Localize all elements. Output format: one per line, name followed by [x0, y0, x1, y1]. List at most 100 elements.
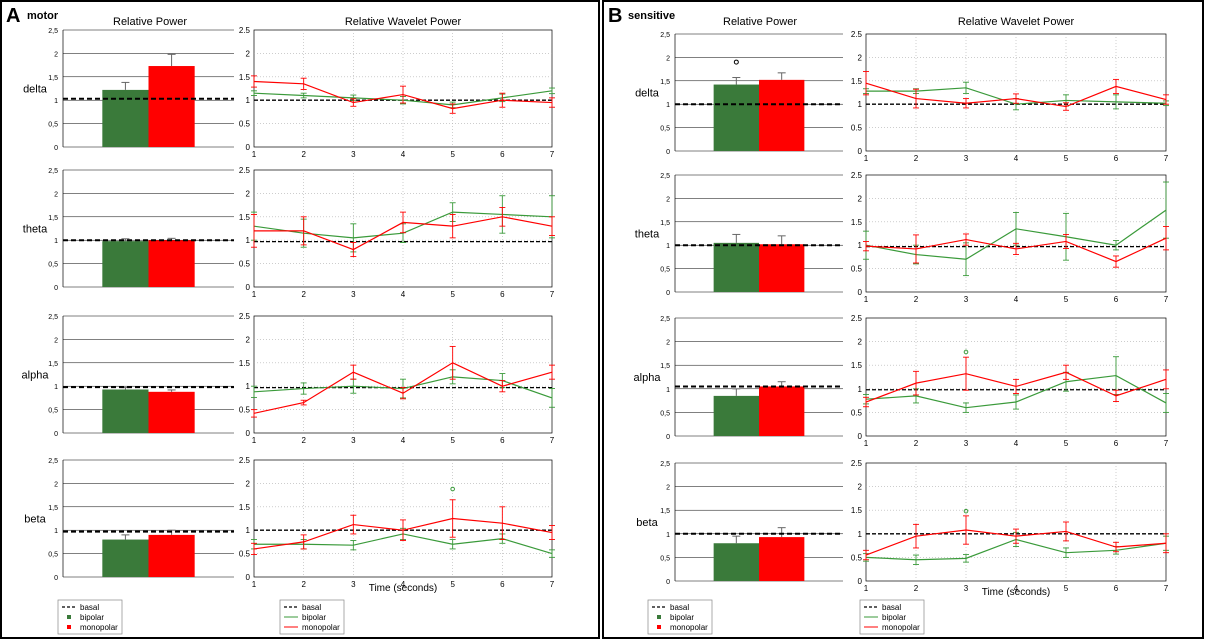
y-tick-label: 1,5	[660, 79, 670, 86]
legend-bipolar-label: bipolar	[670, 613, 694, 622]
x-tick-label: 7	[1164, 154, 1169, 163]
y-tick-label: 1,5	[48, 215, 58, 222]
panel-a-frame	[0, 0, 600, 639]
y-tick-label: 0	[858, 432, 863, 441]
bar-monopolar	[759, 386, 805, 436]
plot-frame	[865, 317, 1167, 437]
y-tick-label: 0,5	[660, 267, 670, 274]
panel-b-line-legend: basal bipolar monopolar	[859, 599, 925, 635]
y-tick-label: 0	[246, 283, 251, 292]
y-tick-label: 0,5	[660, 555, 670, 562]
outlier-marker	[733, 59, 739, 65]
x-tick-label: 4	[1014, 154, 1019, 163]
y-tick-label: 2,5	[48, 168, 58, 175]
x-tick-label: 5	[450, 150, 455, 159]
y-tick-label: 0	[246, 573, 251, 582]
y-tick-label: 1.5	[851, 77, 863, 86]
panel-a-line-legend: basal bipolar monopolar	[279, 599, 345, 635]
y-tick-label: 1	[54, 238, 58, 245]
legend-bipolar-label: bipolar	[302, 613, 326, 622]
x-tick-label: 1	[252, 290, 257, 299]
y-tick-label: 1	[666, 387, 670, 394]
x-tick-label: 3	[351, 150, 356, 159]
y-tick-label: 1.5	[239, 213, 251, 222]
y-tick-label: 1.5	[239, 503, 251, 512]
bar-monopolar	[148, 534, 195, 577]
bar-bipolar	[713, 242, 759, 292]
y-tick-label: 0.5	[851, 124, 863, 133]
x-tick-label: 7	[1164, 584, 1169, 593]
x-tick-label: 2	[914, 584, 919, 593]
band-label: theta	[23, 224, 48, 236]
y-tick-label: 1	[54, 384, 58, 391]
y-tick-label: 2	[54, 337, 58, 344]
y-tick-label: 2,5	[48, 458, 58, 465]
legend-monopolar-label: monopolar	[80, 623, 118, 632]
y-tick-label: 0	[666, 290, 670, 297]
legend-monopolar-label: monopolar	[302, 623, 340, 632]
y-tick-label: 0.5	[239, 120, 251, 129]
bar-bipolar	[713, 395, 759, 436]
legend-bipolar-swatch	[657, 615, 661, 619]
panel-a-letter: A	[6, 5, 20, 27]
panel-a-bar-legend: basal bipolar monopolar	[57, 599, 123, 635]
y-tick-label: 1	[666, 102, 670, 109]
y-tick-label: 1	[858, 241, 863, 250]
x-tick-label: 3	[964, 295, 969, 304]
y-tick-label: 1	[858, 530, 863, 539]
y-tick-label: 0	[858, 147, 863, 156]
y-tick-label: 0	[54, 145, 58, 152]
x-tick-label: 3	[964, 439, 969, 448]
x-tick-label: 1	[864, 439, 869, 448]
y-tick-label: 2	[858, 53, 863, 62]
y-tick-label: 1	[246, 526, 251, 535]
band-label: beta	[24, 514, 46, 526]
x-tick-label: 6	[500, 290, 505, 299]
x-tick-label: 1	[252, 150, 257, 159]
y-tick-label: 0	[858, 288, 863, 297]
y-tick-label: 1	[858, 385, 863, 394]
bar-bipolar	[102, 389, 149, 433]
legend-bipolar-swatch	[67, 615, 71, 619]
bar-bipolar	[102, 89, 149, 147]
x-tick-label: 2	[914, 439, 919, 448]
x-tick-label: 7	[1164, 295, 1169, 304]
band-label: theta	[635, 229, 660, 241]
y-tick-label: 2.5	[239, 26, 251, 35]
y-tick-label: 0	[666, 579, 670, 586]
x-tick-label: 3	[351, 436, 356, 445]
x-tick-label: 3	[964, 584, 969, 593]
x-tick-label: 5	[450, 580, 455, 589]
line-chart-B-alpha: 0 0.5 1 1.5 2 2.5 1 2 3 4 5 6 7	[851, 314, 1169, 448]
x-tick-label: 5	[450, 436, 455, 445]
x-tick-label: 1	[252, 436, 257, 445]
bar-bipolar	[713, 84, 759, 151]
y-tick-label: 1,5	[660, 220, 670, 227]
x-tick-label: 4	[401, 150, 406, 159]
x-tick-label: 7	[550, 290, 555, 299]
band-label: alpha	[22, 370, 50, 382]
bar-chart-B-theta: 0 0,5 1 1,5 2 2,5 theta	[635, 173, 843, 297]
x-tick-label: 2	[301, 290, 306, 299]
legend-monopolar-swatch	[67, 625, 71, 629]
bar-chart-A-alpha: 0 0,5 1 1,5 2 2,5 alpha	[22, 314, 234, 438]
y-tick-label: 2.5	[239, 456, 251, 465]
line-chart-B-delta: 0 0.5 1 1.5 2 2.5 1 2 3 4 5 6 7	[851, 30, 1169, 163]
line-chart-A-beta: 0 0.5 1 1.5 2 2.5 1 2 3 4 5 6 7	[239, 456, 555, 589]
y-tick-label: 2	[246, 479, 251, 488]
x-tick-label: 7	[550, 150, 555, 159]
y-tick-label: 0	[858, 577, 863, 586]
x-tick-label: 3	[351, 580, 356, 589]
line-chart-B-beta: 0 0.5 1 1.5 2 2.5 1 2 3 4 5 6 7	[851, 459, 1169, 593]
y-tick-label: 0	[246, 429, 251, 438]
x-tick-label: 3	[351, 290, 356, 299]
x-tick-label: 7	[550, 436, 555, 445]
x-tick-label: 4	[1014, 295, 1019, 304]
line-chart-A-delta: 0 0.5 1 1.5 2 2.5 1 2 3 4 5 6 7	[239, 26, 555, 159]
panel-b-bar-legend: basal bipolar monopolar	[647, 599, 713, 635]
x-tick-label: 1	[252, 580, 257, 589]
y-tick-label: 1.5	[851, 218, 863, 227]
y-tick-label: 2	[666, 340, 670, 347]
y-tick-label: 2,5	[48, 28, 58, 35]
